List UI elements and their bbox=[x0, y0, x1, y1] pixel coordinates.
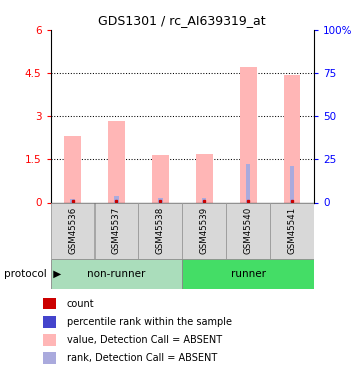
Bar bbox=[43, 316, 56, 327]
Text: runner: runner bbox=[231, 269, 266, 279]
Text: GSM45537: GSM45537 bbox=[112, 207, 121, 254]
Bar bbox=[284, 75, 300, 202]
FancyBboxPatch shape bbox=[95, 202, 138, 259]
FancyBboxPatch shape bbox=[138, 202, 182, 259]
Bar bbox=[70, 199, 75, 202]
Bar bbox=[43, 352, 56, 364]
Bar bbox=[43, 298, 56, 309]
Text: GSM45541: GSM45541 bbox=[288, 207, 297, 254]
Bar bbox=[158, 198, 162, 202]
Bar bbox=[246, 164, 251, 202]
Text: rank, Detection Call = ABSENT: rank, Detection Call = ABSENT bbox=[67, 353, 217, 363]
FancyBboxPatch shape bbox=[182, 259, 314, 289]
Text: GSM45540: GSM45540 bbox=[244, 207, 253, 254]
FancyBboxPatch shape bbox=[51, 202, 95, 259]
Text: non-runner: non-runner bbox=[87, 269, 145, 279]
Bar bbox=[290, 166, 294, 202]
Text: value, Detection Call = ABSENT: value, Detection Call = ABSENT bbox=[67, 335, 222, 345]
Bar bbox=[152, 155, 169, 203]
Bar bbox=[196, 154, 213, 203]
FancyBboxPatch shape bbox=[51, 259, 182, 289]
FancyBboxPatch shape bbox=[182, 202, 226, 259]
FancyBboxPatch shape bbox=[270, 202, 314, 259]
Bar bbox=[64, 136, 81, 202]
Text: count: count bbox=[67, 298, 95, 309]
Text: percentile rank within the sample: percentile rank within the sample bbox=[67, 317, 232, 327]
Text: GSM45536: GSM45536 bbox=[68, 207, 77, 254]
Bar bbox=[202, 198, 206, 202]
FancyBboxPatch shape bbox=[226, 202, 270, 259]
Bar bbox=[108, 121, 125, 202]
Text: GSM45539: GSM45539 bbox=[200, 207, 209, 254]
Bar bbox=[240, 67, 257, 203]
Bar bbox=[43, 334, 56, 346]
Text: protocol  ▶: protocol ▶ bbox=[4, 269, 61, 279]
Title: GDS1301 / rc_AI639319_at: GDS1301 / rc_AI639319_at bbox=[99, 15, 266, 27]
Bar bbox=[114, 196, 119, 202]
Text: GSM45538: GSM45538 bbox=[156, 207, 165, 254]
